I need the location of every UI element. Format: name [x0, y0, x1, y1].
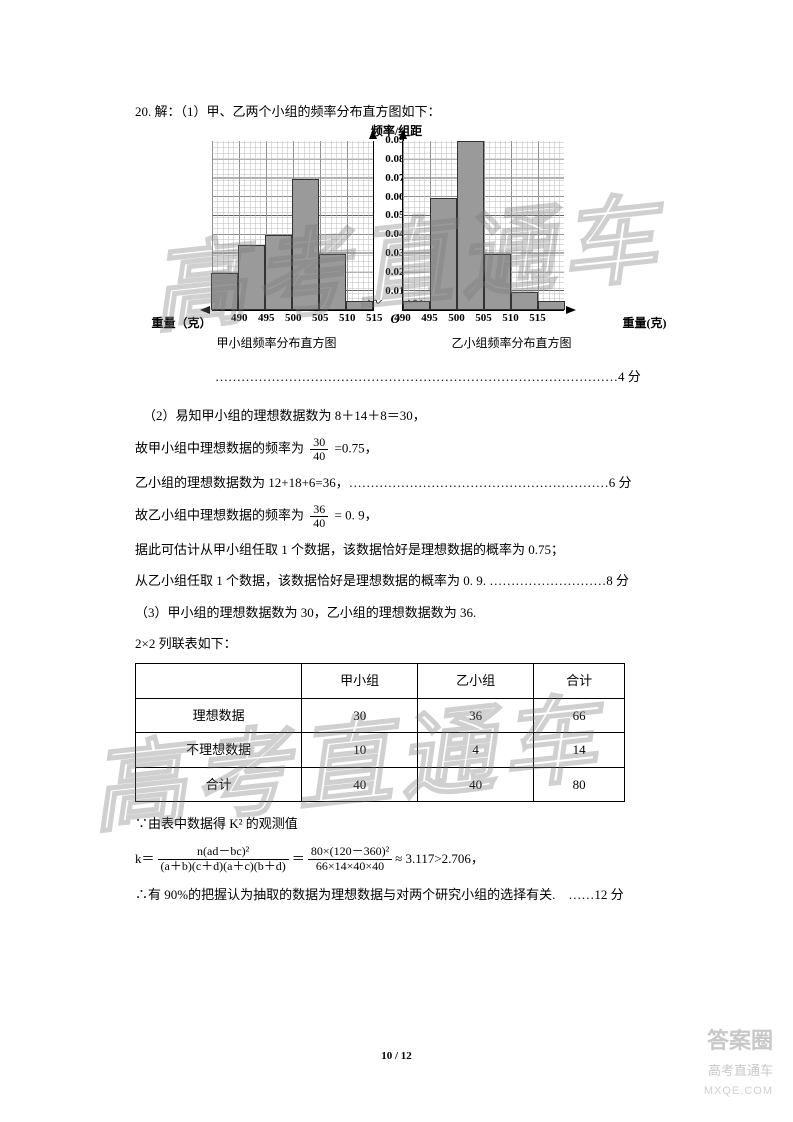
p2-line-f: 从乙小组任取 1 个数据，该数据恰好是理想数据的概率为 0. 9. …………………	[135, 569, 658, 592]
bar-yi	[484, 254, 511, 310]
p2-line-d: 故乙小组中理想数据的频率为 3640 = 0. 9，	[135, 503, 658, 530]
corner-line-3: MXQE.COM	[704, 1082, 773, 1102]
formula-eq: ＝	[292, 847, 305, 870]
x-tick: 515	[366, 309, 383, 329]
page-number: 10 / 12	[0, 1047, 793, 1067]
table-row: 理想数据303666	[136, 698, 625, 732]
score-4: …………………………………………………………………………………4 分	[135, 365, 658, 388]
p3-line-d: ∴有 90%的把握认为抽取的数据为理想数据与对两个研究小组的选择有关. ……12…	[135, 883, 658, 906]
table-cell: 理想数据	[136, 698, 302, 732]
formula-lhs: k＝	[135, 847, 155, 870]
table-cell: 4	[418, 733, 534, 767]
corner-line-2: 高考直通车	[704, 1059, 773, 1082]
p3-line-a: （3）甲小组的理想数据数为 30，乙小组的理想数据数为 36.	[135, 601, 658, 624]
p2b-prefix: 故甲小组中理想数据的频率为	[135, 440, 304, 455]
table-cell: 36	[418, 698, 534, 732]
bar-jia	[211, 273, 238, 311]
x-tick: 505	[312, 309, 329, 329]
table-row: 合计404080	[136, 767, 625, 801]
p2-line-e: 据此可估计从甲小组任取 1 个数据，该数据恰好是理想数据的概率为 0.75；	[135, 538, 658, 561]
chart-jia: 〰 0.010.020.030.040.050.060.070.080.0951…	[172, 141, 382, 355]
table-cell: 10	[302, 733, 418, 767]
table-cell: 80	[534, 767, 625, 801]
q20-intro: 20. 解：（1）甲、乙两个小组的频率分布直方图如下：	[135, 100, 658, 123]
x-tick: 505	[475, 309, 492, 329]
p2b-suffix: =0.75，	[335, 440, 378, 455]
table-row: 不理想数据10414	[136, 733, 625, 767]
chart-yi: 〰 O 490495500505510515 重量(克) 乙小组频率分布直方图	[402, 141, 622, 355]
y-axis-label: 频率/组距	[371, 121, 422, 143]
corner-line-1: 答案圈	[704, 1021, 773, 1061]
frac-formula-2: 80×(120－360)²66×14×40×40	[308, 845, 392, 872]
histogram-container: 〰 0.010.020.030.040.050.060.070.080.0951…	[135, 141, 658, 355]
x-tick: 500	[448, 309, 465, 329]
x-axis-label-yi: 重量(克)	[623, 313, 667, 335]
bar-jia	[292, 179, 319, 311]
p2-line-a: （2）易知甲小组的理想数据数为 8＋14＋8＝30，	[135, 404, 658, 427]
k-formula: k＝ n(ad－bc)²(a＋b)(c＋d)(a＋c)(b＋d) ＝ 80×(1…	[135, 845, 658, 872]
table-cell: 40	[418, 767, 534, 801]
bar-jia	[238, 245, 265, 311]
x-tick: 500	[285, 309, 302, 329]
x-axis-label-jia: 重量（克）	[152, 313, 212, 335]
x-tick: 490	[231, 309, 248, 329]
bar-yi	[457, 141, 484, 310]
formula-approx: ≈ 3.117>2.706，	[395, 847, 484, 870]
p2-line-c: 乙小组的理想数据数为 12+18+6=36，…………………………………………………	[135, 471, 658, 494]
p2-line-b: 故甲小组中理想数据的频率为 3040 =0.75，	[135, 436, 658, 463]
table-cell: 合计	[136, 767, 302, 801]
table-cell: 14	[534, 733, 625, 767]
table-header: 合计	[534, 664, 625, 698]
bar-yi	[430, 198, 457, 311]
table-cell: 30	[302, 698, 418, 732]
p3-line-c: ∵由表中数据得 K² 的观测值	[135, 812, 658, 835]
table-cell: 不理想数据	[136, 733, 302, 767]
x-tick: 510	[339, 309, 356, 329]
p2d-prefix: 故乙小组中理想数据的频率为	[135, 507, 304, 522]
frac-30-40: 3040	[310, 436, 328, 463]
frac-formula-1: n(ad－bc)²(a＋b)(c＋d)(a＋c)(b＋d)	[158, 845, 289, 872]
x-tick: 510	[502, 309, 519, 329]
table-header	[136, 664, 302, 698]
table-header: 甲小组	[302, 664, 418, 698]
table-cell: 40	[302, 767, 418, 801]
x-tick: 495	[421, 309, 438, 329]
x-tick: 490	[394, 309, 411, 329]
x-tick: 515	[529, 309, 546, 329]
bar-yi	[511, 292, 538, 311]
chart-yi-caption: 乙小组频率分布直方图	[402, 333, 622, 355]
frac-36-40: 3640	[310, 503, 328, 530]
corner-badge: 答案圈 高考直通车 MXQE.COM	[704, 1021, 773, 1102]
p2d-suffix: = 0. 9，	[335, 507, 378, 522]
bar-jia	[265, 235, 292, 310]
table-header: 乙小组	[418, 664, 534, 698]
p3-line-b: 2×2 列联表如下：	[135, 632, 658, 655]
chart-jia-caption: 甲小组频率分布直方图	[172, 333, 382, 355]
bar-jia	[319, 254, 346, 310]
table-cell: 66	[534, 698, 625, 732]
contingency-table: 甲小组乙小组合计 理想数据303666不理想数据10414合计404080	[135, 663, 625, 802]
x-tick: 495	[258, 309, 275, 329]
